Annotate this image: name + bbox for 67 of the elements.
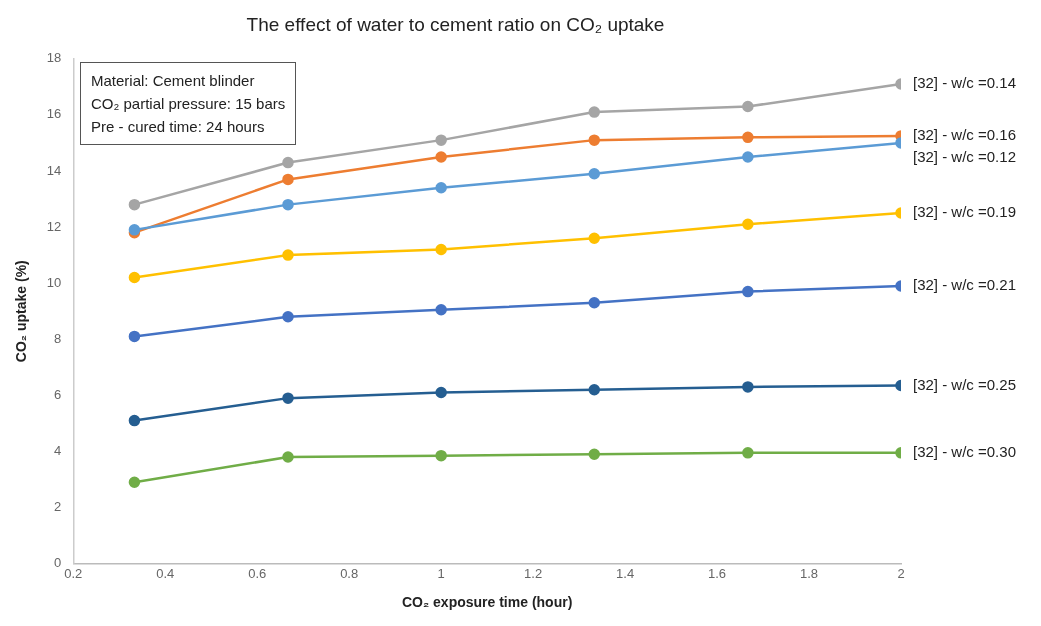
x-tick-label: 1.2	[524, 565, 543, 581]
x-tick-label: 0.6	[248, 565, 267, 581]
series-label: [32] - w/c =0.25	[913, 375, 1016, 393]
chart-title: The effect of water to cement ratio on CO₂ uptake	[246, 13, 665, 35]
point	[128, 198, 141, 211]
point	[128, 271, 141, 284]
y-tick-label: 2	[54, 499, 62, 515]
y-tick-label: 14	[46, 162, 62, 178]
series-label: [32] - w/c =0.21	[913, 276, 1016, 294]
point	[282, 311, 294, 323]
y-tick-label: 4	[54, 443, 62, 458]
point	[742, 285, 754, 298]
point	[282, 249, 294, 261]
annotation: Material: Cement blinder	[91, 71, 256, 91]
y-tick-label: 18	[46, 50, 62, 66]
point	[128, 330, 141, 343]
point	[282, 198, 294, 211]
x-tick-label: 1	[437, 565, 445, 581]
point	[742, 151, 754, 163]
y-tick-label: 6	[54, 386, 62, 402]
point	[282, 156, 294, 169]
x-tick-label: 1.6	[708, 565, 727, 581]
point	[282, 451, 294, 463]
y-axis-title: CO₂ uptake (%)	[13, 260, 30, 363]
point	[742, 218, 754, 231]
point	[588, 232, 601, 245]
point	[282, 392, 294, 404]
y-tick-label: 8	[54, 330, 62, 346]
y-tick-label: 12	[46, 218, 62, 234]
x-tick-label: 2	[897, 565, 905, 581]
x-tick-label: 0.4	[156, 565, 175, 581]
x-axis-title: CO₂ exposure time (hour)	[401, 594, 573, 611]
point	[128, 414, 141, 427]
annotation: Pre - cured time: 24 hours	[91, 117, 266, 137]
point	[742, 447, 754, 459]
point	[435, 304, 447, 316]
y-tick-label: 0	[54, 555, 62, 571]
point	[742, 100, 754, 113]
point	[435, 449, 447, 462]
point	[742, 381, 754, 393]
y-tick-label: 10	[46, 274, 62, 290]
point	[588, 134, 601, 146]
point	[742, 131, 754, 144]
y-tick-label: 16	[46, 106, 62, 122]
point	[588, 448, 601, 460]
point	[588, 297, 601, 309]
point	[588, 383, 601, 396]
annotation: CO₂ partial pressure: 15 bars	[91, 94, 286, 114]
point	[588, 106, 601, 118]
series-label: [32] - w/c =0.12	[913, 148, 1016, 166]
point	[128, 476, 141, 489]
point	[435, 386, 447, 399]
point	[282, 173, 294, 186]
point	[435, 151, 447, 163]
x-tick-label: 0.2	[64, 565, 83, 581]
point	[588, 168, 601, 180]
x-tick-label: 1.8	[799, 565, 819, 581]
series-label: [32] - w/c =0.14	[913, 74, 1016, 92]
series-label: [32] - w/c =0.16	[913, 126, 1016, 144]
point	[435, 243, 447, 256]
point	[435, 182, 447, 194]
x-tick-label: 1.4	[616, 565, 635, 581]
series-label: [32] - w/c =0.19	[913, 203, 1016, 221]
x-tick-label: 0.8	[340, 565, 359, 581]
info-box: Material: Cement blinder CO₂ partial pressure: 15 bars Pre - cured time: 24 hours	[80, 62, 297, 145]
series-label: [32] - w/c =0.30	[913, 442, 1016, 460]
point	[435, 134, 447, 146]
